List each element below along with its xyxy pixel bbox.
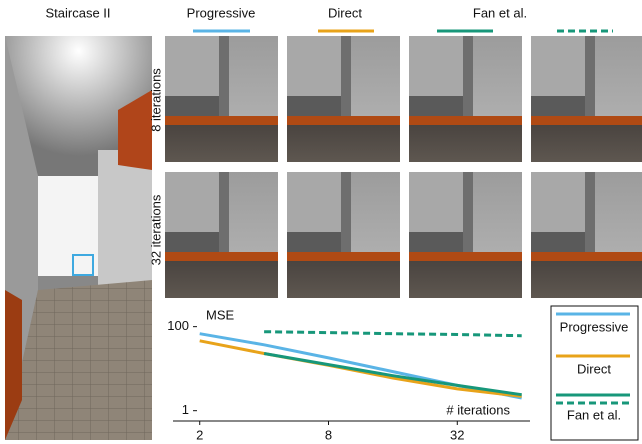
reference-image bbox=[5, 36, 152, 440]
x-tick-label: 2 bbox=[196, 427, 203, 442]
figure: Staircase II 8 iterations 32 iterations … bbox=[0, 0, 642, 444]
y-axis-label: MSE bbox=[206, 307, 235, 322]
y-tick-label: 1 bbox=[182, 402, 189, 417]
column-header: Direct bbox=[328, 5, 362, 20]
column-header: Fan et al. bbox=[473, 5, 527, 20]
legend-label: Direct bbox=[577, 361, 611, 376]
column-header: Progressive bbox=[187, 5, 256, 20]
x-tick-label: 8 bbox=[325, 427, 332, 442]
row-label: 32 iterations bbox=[148, 194, 163, 265]
row-label: 8 iterations bbox=[148, 68, 163, 132]
y-tick-label: 100 bbox=[167, 318, 189, 333]
thumbnails bbox=[165, 36, 642, 298]
legend-label: Progressive bbox=[560, 319, 629, 334]
legend-label: Fan et al. bbox=[567, 407, 621, 422]
x-tick-label: 32 bbox=[450, 427, 464, 442]
x-axis-label: # iterations bbox=[446, 402, 510, 417]
series-line bbox=[264, 354, 522, 395]
scene-title: Staircase II bbox=[45, 5, 110, 20]
series-line bbox=[264, 332, 522, 336]
